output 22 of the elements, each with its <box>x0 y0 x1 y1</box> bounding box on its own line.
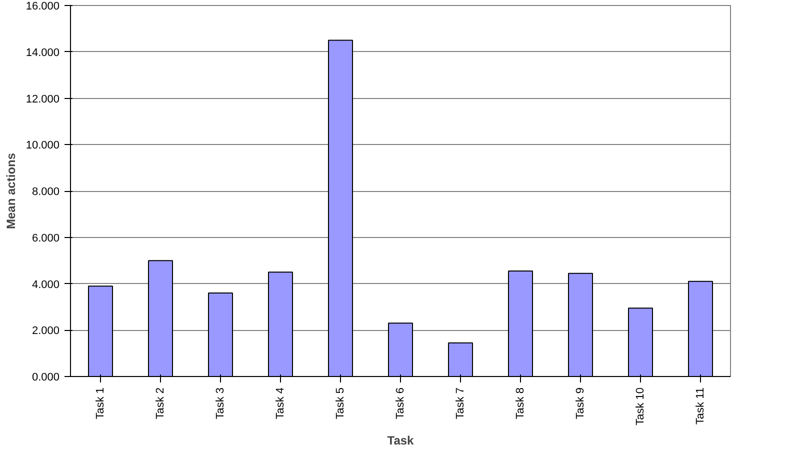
y-tick-label: 0.000 <box>32 372 60 384</box>
x-tick-label: Task 6 <box>394 387 406 420</box>
x-tick-label: Task 7 <box>454 387 466 420</box>
x-tick-label: Task 1 <box>94 387 106 420</box>
y-tick-label: 4.000 <box>32 278 60 291</box>
y-tick-label: 10.000 <box>26 140 60 152</box>
x-tick-label: Task 8 <box>514 387 526 420</box>
x-tick-label: Task 4 <box>274 387 286 420</box>
y-tick-label: 2.000 <box>32 325 60 338</box>
y-tick-label: 12.000 <box>26 93 60 106</box>
y-tick-label: 6.000 <box>32 232 60 244</box>
x-tick-label: Task 3 <box>214 387 226 420</box>
x-axis-title: Task <box>387 433 414 448</box>
y-tick-label: 16.000 <box>26 0 60 12</box>
x-tick-label: Task 5 <box>334 387 346 420</box>
x-tick-label: Task 2 <box>154 387 166 420</box>
x-tick-label: Task 9 <box>574 387 586 420</box>
y-axis-title: Mean actions <box>4 152 18 230</box>
x-tick-label: Task 11 <box>694 388 706 425</box>
x-tick-label: Task 10 <box>634 387 646 426</box>
y-tick-label: 14.000 <box>26 46 60 59</box>
y-tick-label: 8.000 <box>32 186 60 198</box>
